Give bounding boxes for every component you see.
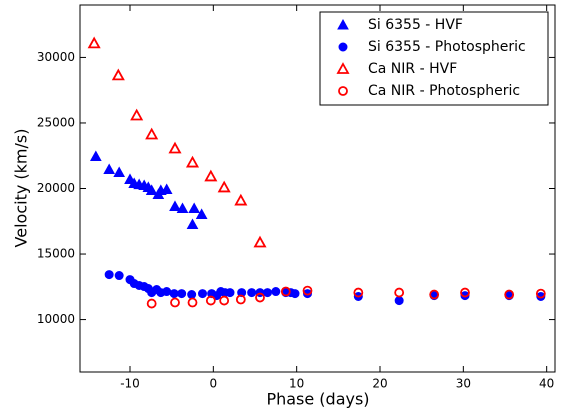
- y-tick-label: 20000: [37, 181, 75, 195]
- legend-label: Si 6355 - Photospheric: [368, 39, 526, 55]
- data-point: [234, 193, 248, 206]
- data-point: [168, 141, 182, 154]
- legend-box: [319, 11, 549, 106]
- x-tick-label: 0: [210, 377, 218, 391]
- data-point: [111, 68, 125, 81]
- data-point: [290, 289, 300, 299]
- data-point: [176, 202, 189, 214]
- data-point: [198, 289, 207, 299]
- x-axis-label: Phase (days): [266, 390, 369, 409]
- y-axis-label: Velocity (km/s): [12, 129, 31, 248]
- data-point: [303, 289, 312, 299]
- data-point: [394, 287, 405, 298]
- legend-label: Ca NIR - HVF: [368, 61, 457, 77]
- data-point: [217, 180, 231, 193]
- data-point: [394, 296, 404, 306]
- data-point: [145, 184, 158, 195]
- data-point: [130, 108, 144, 121]
- data-point: [177, 289, 187, 299]
- legend-marker: [338, 86, 348, 96]
- data-point: [237, 288, 247, 298]
- data-point: [169, 289, 179, 299]
- x-tick-label: 10: [289, 377, 304, 391]
- data-point: [504, 289, 515, 300]
- data-point: [170, 297, 180, 308]
- data-point: [225, 288, 235, 298]
- x-tick-label: 20: [372, 377, 387, 391]
- data-point: [235, 294, 246, 305]
- legend-label: Si 6355 - HVF: [368, 17, 463, 33]
- data-point: [186, 218, 199, 230]
- data-point: [89, 150, 102, 162]
- data-point: [302, 285, 313, 296]
- data-point: [185, 155, 200, 168]
- legend-marker: [338, 42, 348, 52]
- data-point: [187, 290, 197, 300]
- legend: Si 6355 - HVF Si 6355 - Photospheric Ca NI…: [319, 11, 549, 106]
- data-point: [460, 287, 470, 298]
- data-point: [114, 271, 124, 281]
- data-point: [429, 289, 440, 300]
- legend-marker: [337, 18, 349, 30]
- data-point: [146, 298, 157, 309]
- y-tick-label: 25000: [37, 115, 75, 129]
- data-point: [103, 163, 116, 174]
- data-point: [195, 208, 208, 219]
- data-point: [263, 288, 272, 298]
- data-point: [535, 288, 546, 299]
- legend-marker: [336, 62, 350, 74]
- data-point: [187, 297, 198, 308]
- data-point: [205, 295, 216, 306]
- data-point: [204, 169, 218, 182]
- data-point: [253, 235, 267, 248]
- data-point: [113, 166, 126, 178]
- data-point: [271, 287, 281, 297]
- x-tick-label: 30: [456, 377, 471, 391]
- data-point: [188, 202, 201, 214]
- data-point: [255, 292, 265, 303]
- data-point: [219, 295, 230, 306]
- legend-label: Ca NIR - Photospheric: [368, 83, 520, 99]
- x-tick-label: 40: [539, 377, 554, 391]
- y-tick-label: 30000: [37, 50, 75, 64]
- data-point: [104, 270, 114, 280]
- data-point: [280, 286, 291, 297]
- y-tick-label: 15000: [37, 247, 75, 261]
- data-point: [145, 127, 159, 140]
- data-point: [460, 291, 470, 301]
- y-tick-label: 10000: [37, 312, 75, 326]
- data-point: [169, 200, 181, 211]
- data-point: [87, 36, 101, 49]
- x-tick-label: -10: [120, 377, 140, 391]
- data-point: [247, 288, 257, 298]
- data-point: [353, 287, 364, 298]
- data-point: [162, 287, 172, 297]
- data-point: [160, 183, 173, 195]
- data-point: [536, 292, 546, 302]
